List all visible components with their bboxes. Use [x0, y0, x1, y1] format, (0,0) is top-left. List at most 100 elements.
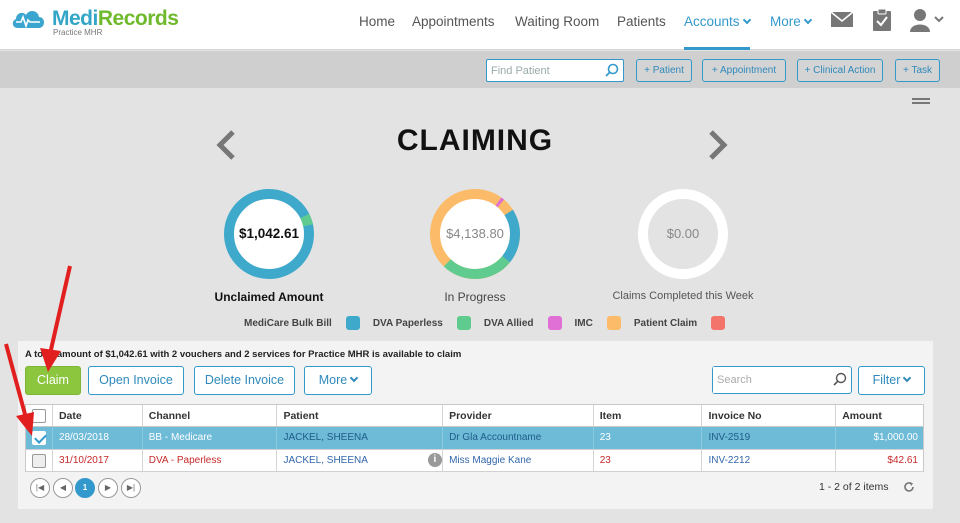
column-header-item[interactable]: Item — [594, 405, 703, 426]
row-date: 31/10/2017 — [53, 450, 143, 471]
legend-label: IMC — [574, 317, 593, 329]
brand-name-medi: Medi — [52, 7, 98, 30]
search-icon[interactable] — [832, 372, 848, 388]
filter-button[interactable]: Filter — [858, 366, 925, 395]
claims-table: Date Channel Patient Provider Item Invoi… — [25, 404, 924, 472]
row-invoice[interactable]: INV-2519 — [702, 427, 837, 449]
table-row[interactable]: 28/03/2018 BB - Medicare JACKEL, SHEENA … — [26, 427, 923, 449]
claim-button[interactable]: Claim — [25, 366, 81, 395]
legend-label: DVA Paperless — [372, 317, 443, 329]
row-invoice[interactable]: INV-2212 — [702, 450, 837, 471]
completed-donut: $0.00 — [635, 186, 731, 282]
row-amount: $42.61 — [887, 455, 918, 466]
in-progress-label: In Progress — [444, 290, 506, 304]
find-patient-input[interactable] — [487, 60, 599, 81]
in-progress-donut-chart — [430, 189, 520, 279]
user-menu-icon[interactable] — [910, 8, 944, 32]
legend-item-dva-paperless: DVA Paperless — [373, 316, 471, 330]
channel-legend: MediCare Bulk Bill DVA Paperless DVA All… — [244, 316, 738, 330]
quick-action-bar: + Patient + Appointment + Clinical Actio… — [0, 51, 960, 88]
unclaimed-amount-donut: $1,042.61 — [221, 186, 317, 282]
column-header-amount[interactable]: Amount — [842, 410, 882, 422]
annotation-arrow-icon — [40, 265, 72, 372]
page-title: CLAIMING — [396, 124, 554, 157]
last-page-icon[interactable]: ▶| — [121, 478, 141, 498]
nav-accounts[interactable]: Accounts — [684, 14, 751, 50]
column-header-invoice-no[interactable]: Invoice No — [702, 405, 837, 426]
claims-search-box[interactable] — [712, 366, 852, 394]
legend-swatch — [711, 316, 726, 330]
legend-item-dva-allied: DVA Allied — [484, 316, 562, 330]
nav-patients[interactable]: Patients — [617, 14, 666, 29]
nav-accounts-label: Accounts — [684, 14, 740, 29]
legend-label: MediCare Bulk Bill — [244, 317, 332, 329]
chevron-down-icon — [742, 15, 751, 25]
row-patient[interactable]: JACKEL, SHEENA — [277, 427, 444, 449]
row-checkbox[interactable] — [32, 431, 46, 445]
claim-summary-text: A total amount of $1,042.61 with 2 vouch… — [25, 349, 462, 360]
find-patient-box[interactable] — [486, 59, 624, 82]
top-navbar: MediRecords Practice MHR Home Appointmen… — [0, 0, 960, 50]
column-header-provider[interactable]: Provider — [443, 405, 594, 426]
next-page-icon[interactable]: ▶ — [98, 478, 118, 498]
chevron-down-icon — [349, 373, 359, 383]
pager-count: 1 - 2 of 2 items — [819, 481, 889, 493]
row-date: 28/03/2018 — [53, 427, 143, 449]
clipboard-check-icon[interactable] — [870, 8, 894, 32]
column-header-channel[interactable]: Channel — [143, 405, 278, 426]
legend-swatch — [456, 316, 471, 330]
row-item: 23 — [594, 450, 703, 471]
cloud-logo-icon — [12, 11, 45, 29]
refresh-icon[interactable] — [903, 481, 915, 493]
chevron-down-icon — [903, 373, 912, 383]
mail-icon[interactable] — [830, 8, 854, 32]
legend-label: DVA Allied — [483, 317, 534, 329]
claims-search-input[interactable] — [713, 367, 823, 393]
row-provider[interactable]: Dr Gla Accountname — [443, 427, 594, 449]
legend-item-medicare: MediCare Bulk Bill — [244, 316, 360, 330]
delete-invoice-button[interactable]: Delete Invoice — [194, 366, 295, 395]
in-progress-value: $4,138.80 — [446, 226, 504, 241]
table-header-row: Date Channel Patient Provider Item Invoi… — [26, 405, 923, 427]
legend-swatch — [606, 316, 621, 330]
row-checkbox[interactable] — [32, 454, 46, 468]
row-item: 23 — [594, 427, 703, 449]
chevron-down-icon — [803, 15, 813, 25]
table-row[interactable]: 31/10/2017 DVA - Paperless JACKEL, SHEEN… — [26, 449, 923, 471]
brand-name-records: Records — [97, 7, 179, 30]
row-select-cell — [26, 427, 53, 449]
legend-swatch — [547, 316, 562, 330]
add-appointment-button[interactable]: + Appointment — [702, 59, 786, 82]
more-button-label: More — [318, 373, 348, 387]
next-arrow-icon[interactable] — [707, 130, 729, 160]
row-channel: DVA - Paperless — [143, 450, 278, 471]
row-provider[interactable]: Miss Maggie Kane — [443, 450, 594, 471]
info-icon[interactable]: i — [427, 453, 442, 468]
add-patient-button[interactable]: + Patient — [636, 59, 692, 82]
table-pager: |◀ ◀ 1 ▶ ▶| 1 - 2 of 2 items — [26, 471, 923, 502]
in-progress-donut: $4,138.80 — [427, 186, 523, 282]
nav-waiting-room[interactable]: Waiting Room — [515, 14, 600, 29]
more-button[interactable]: More — [304, 366, 372, 395]
row-patient-cell[interactable]: JACKEL, SHEENA i — [277, 450, 444, 471]
hamburger-menu-icon[interactable] — [912, 98, 930, 106]
legend-swatch — [345, 316, 360, 330]
column-header-date[interactable]: Date — [53, 405, 143, 426]
nav-appointments[interactable]: Appointments — [412, 14, 495, 29]
row-amount: $1,000.00 — [873, 432, 919, 443]
search-icon[interactable] — [604, 63, 620, 79]
prev-page-icon[interactable]: ◀ — [53, 478, 73, 498]
column-header-patient[interactable]: Patient — [277, 405, 444, 426]
add-clinical-action-button[interactable]: + Clinical Action — [797, 59, 883, 82]
previous-arrow-icon[interactable] — [215, 130, 237, 160]
medirecords-logo[interactable]: MediRecords Practice MHR — [10, 7, 179, 37]
row-patient[interactable]: JACKEL, SHEENA — [283, 455, 368, 466]
nav-more[interactable]: More — [770, 14, 813, 29]
add-task-button[interactable]: + Task — [895, 59, 940, 82]
open-invoice-button[interactable]: Open Invoice — [88, 366, 184, 395]
active-tab-underline — [684, 47, 750, 50]
current-page-button[interactable]: 1 — [75, 478, 95, 498]
unclaimed-amount-label: Unclaimed Amount — [214, 290, 324, 304]
first-page-icon[interactable]: |◀ — [30, 478, 50, 498]
nav-home[interactable]: Home — [359, 14, 396, 29]
